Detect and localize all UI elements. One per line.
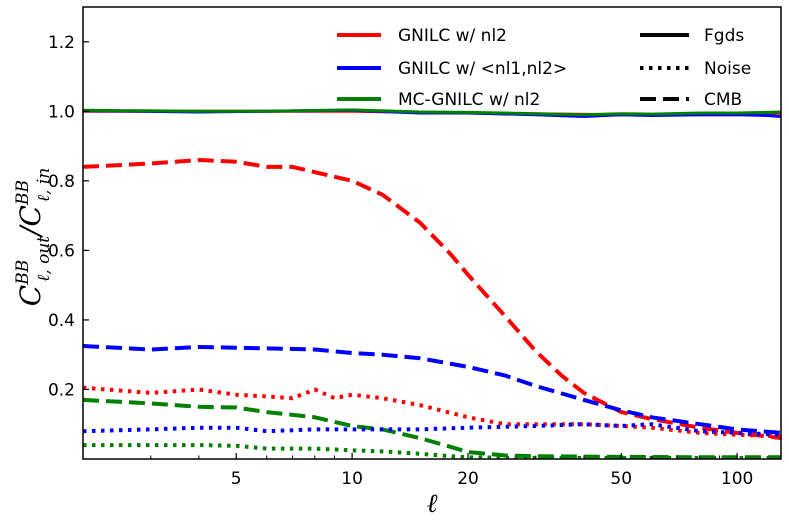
series-layer <box>83 108 781 459</box>
y-tick-label: 0.2 <box>48 380 75 400</box>
x-tick-label: 10 <box>341 469 363 489</box>
legend-label-component: CMB <box>704 90 742 110</box>
legend: GNILC w/ nl2 GNILC w/ <nl1,nl2> MC-GNILC w… <box>337 26 751 110</box>
legend-label-component: Fgds <box>704 26 744 46</box>
y-tick-label: 0.8 <box>48 172 75 192</box>
legend-label-pipeline: GNILC w/ nl2 <box>398 26 507 46</box>
series-line-dashed-3 <box>83 158 781 441</box>
y-tick-label: 0.6 <box>48 241 75 261</box>
series-line-dotted-7 <box>83 422 781 437</box>
x-tick-label: 5 <box>231 469 242 489</box>
series-line-dashed-4 <box>83 344 781 435</box>
legend-label-pipeline: GNILC w/ <nl1,nl2> <box>398 59 567 79</box>
y-tick-label: 0.4 <box>48 311 75 331</box>
x-axis-label: ℓ <box>427 489 438 519</box>
y-axis-label: CBBℓ, out/CBBℓ, in <box>13 168 54 306</box>
plot-frame <box>82 6 782 460</box>
y-tick-label: 1.0 <box>48 102 75 122</box>
series-line-dotted-8 <box>83 443 781 459</box>
legend-label-component: Noise <box>704 59 751 79</box>
y-tick-label: 1.2 <box>48 33 75 53</box>
series-line-solid-2 <box>83 108 781 117</box>
tick-layer: 5 10 20 50 100 0.2 0.4 0.6 0.8 1.0 1.2 <box>48 33 753 489</box>
legend-label-pipeline: MC-GNILC w/ nl2 <box>398 90 540 110</box>
x-tick-label: 100 <box>721 469 753 489</box>
x-tick-label: 20 <box>457 469 479 489</box>
x-tick-label: 50 <box>610 469 632 489</box>
